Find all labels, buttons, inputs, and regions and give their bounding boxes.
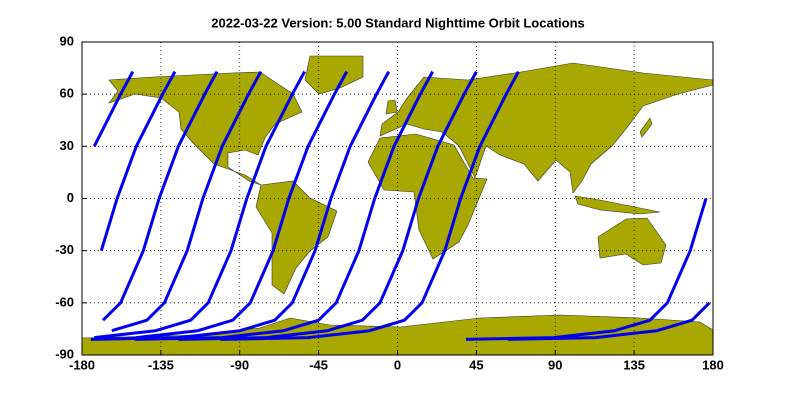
y-tick-label: -60	[55, 294, 74, 309]
orbit-track	[111, 70, 263, 333]
orbit-track	[134, 70, 434, 341]
x-tick-label: 135	[623, 357, 645, 372]
x-tick-label: 180	[702, 357, 724, 372]
orbit-track	[178, 70, 478, 341]
x-tick-label: 45	[469, 357, 483, 372]
south-america	[255, 180, 338, 295]
y-tick-label: 60	[60, 86, 74, 101]
north-america	[108, 71, 303, 186]
indonesia	[574, 195, 661, 215]
chart-title: 2022-03-22 Version: 5.00 Standard Nightt…	[211, 15, 585, 30]
orbit-track	[220, 70, 520, 341]
orbit-track	[101, 70, 219, 322]
orbit-track	[99, 70, 711, 341]
x-tick-label: -45	[309, 357, 328, 372]
japan	[639, 117, 653, 138]
y-tick-label: -30	[55, 242, 74, 257]
x-tick-label: -90	[230, 357, 249, 372]
great-britain	[385, 99, 398, 115]
australia	[597, 217, 667, 266]
africa	[367, 133, 488, 260]
orbit-track	[136, 70, 349, 340]
x-tick-label: 90	[548, 357, 562, 372]
greenland	[304, 55, 364, 95]
y-tick-label: 0	[67, 190, 74, 205]
y-tick-label: 90	[60, 33, 74, 48]
x-tick-label: -135	[148, 357, 174, 372]
orbit-track	[90, 70, 391, 341]
x-tick-label: 0	[394, 357, 401, 372]
orbit-track	[94, 70, 306, 340]
x-tick-label: -180	[69, 357, 95, 372]
y-tick-label: -90	[55, 346, 74, 361]
y-tick-label: 30	[60, 138, 74, 153]
